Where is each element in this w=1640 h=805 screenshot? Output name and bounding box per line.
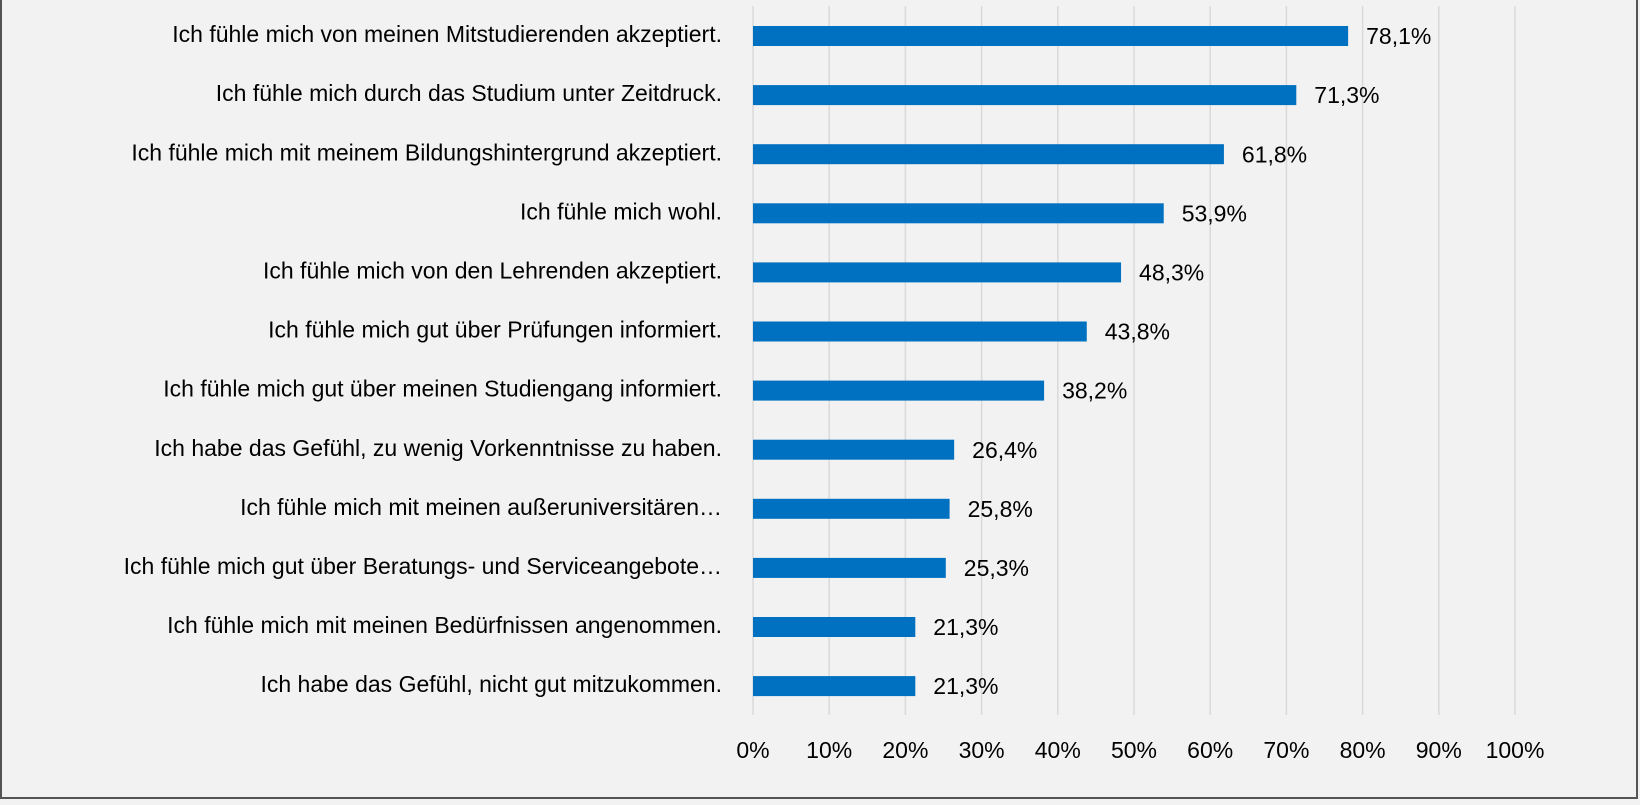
bar: [753, 498, 950, 519]
bar: [753, 85, 1297, 106]
x-tick-label: 40%: [1035, 737, 1081, 763]
x-tick-label: 50%: [1111, 737, 1157, 763]
bar: [753, 144, 1224, 165]
data-label: 26,4%: [972, 437, 1037, 463]
y-tick-label: Ich fühle mich durch das Studium unter Z…: [216, 80, 722, 106]
x-tick-label: 30%: [959, 737, 1005, 763]
y-tick-label: Ich fühle mich wohl.: [520, 198, 722, 224]
x-tick-label: 80%: [1340, 737, 1386, 763]
data-label: 78,1%: [1366, 23, 1431, 49]
x-tick-label: 0%: [736, 737, 769, 763]
data-label: 21,3%: [933, 673, 998, 699]
data-label: 61,8%: [1242, 141, 1307, 167]
bar: [753, 321, 1087, 342]
data-label: 25,3%: [964, 555, 1029, 581]
bar: [753, 439, 955, 460]
y-tick-label: Ich fühle mich mit meinen Bedürfnissen a…: [167, 612, 722, 638]
y-tick-label: Ich fühle mich gut über Beratungs- und S…: [124, 553, 722, 579]
y-tick-label: Ich habe das Gefühl, zu wenig Vorkenntni…: [154, 435, 722, 461]
y-tick-label: Ich fühle mich mit meinem Bildungshinter…: [131, 139, 722, 165]
x-tick-label: 90%: [1416, 737, 1462, 763]
bar: [753, 262, 1122, 283]
y-tick-label: Ich fühle mich von den Lehrenden akzepti…: [263, 257, 722, 283]
y-tick-label: Ich fühle mich mit meinen außeruniversit…: [240, 494, 722, 520]
data-label: 21,3%: [933, 614, 998, 640]
x-tick-label: 10%: [806, 737, 852, 763]
y-tick-label: Ich fühle mich von meinen Mitstudierende…: [172, 21, 722, 47]
y-tick-label: Ich fühle mich gut über Prüfungen inform…: [268, 317, 722, 343]
data-label: 53,9%: [1182, 200, 1247, 226]
y-tick-label: Ich fühle mich gut über meinen Studienga…: [163, 376, 722, 402]
data-label: 25,8%: [968, 496, 1033, 522]
bar: [753, 557, 946, 578]
bar: [753, 676, 916, 697]
y-tick-label: Ich habe das Gefühl, nicht gut mitzukomm…: [260, 671, 722, 697]
x-tick-label: 60%: [1187, 737, 1233, 763]
bar: [753, 26, 1349, 46]
x-tick-label: 20%: [882, 737, 928, 763]
data-label: 38,2%: [1062, 378, 1127, 404]
data-label: 43,8%: [1105, 319, 1170, 345]
bar: [753, 617, 916, 637]
x-tick-label: 70%: [1263, 737, 1309, 763]
bar: [753, 380, 1045, 401]
data-label: 48,3%: [1139, 259, 1204, 285]
bar: [753, 203, 1164, 224]
data-label: 71,3%: [1314, 82, 1379, 108]
x-tick-label: 100%: [1486, 737, 1545, 763]
